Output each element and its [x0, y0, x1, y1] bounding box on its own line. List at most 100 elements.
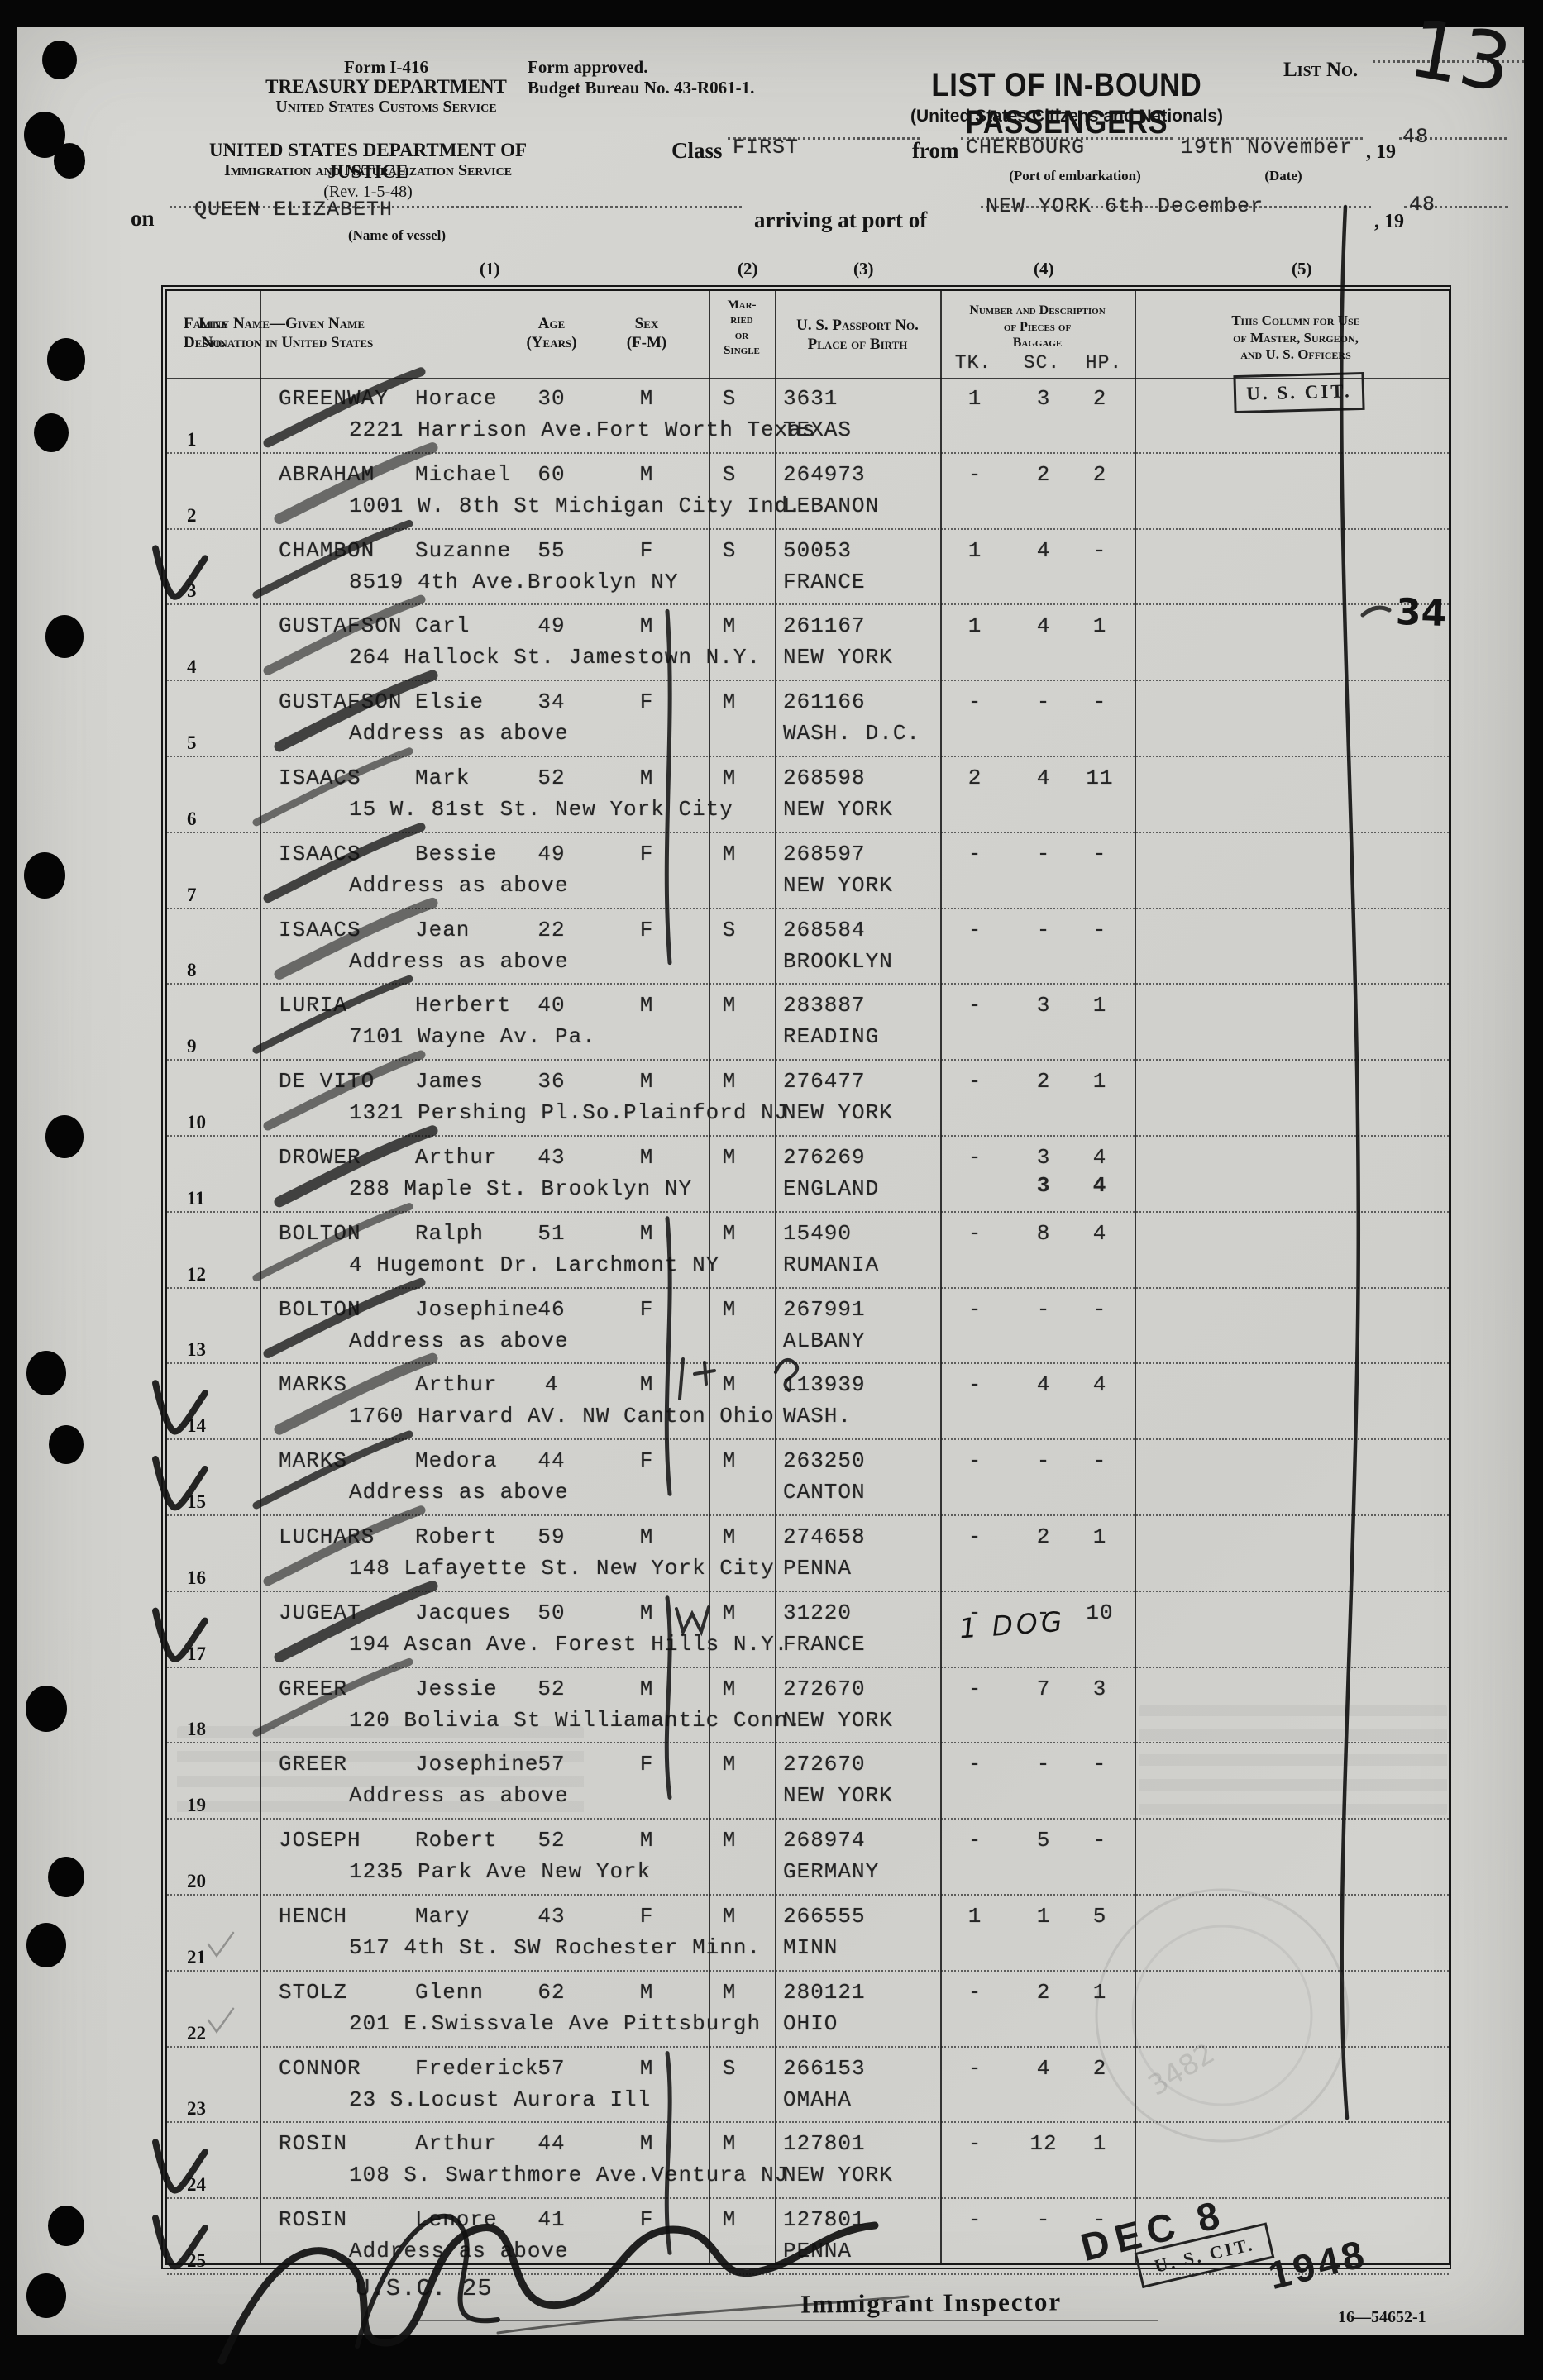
passport-no-cell: 276477 [783, 1069, 866, 1095]
header-line-no: Line No. [198, 315, 228, 352]
marital-cell: M [722, 1524, 737, 1549]
place-of-birth-cell: NEW YORK [783, 2163, 893, 2188]
given-name-cell: Robert [415, 1524, 498, 1549]
line-number: 20 [187, 1870, 206, 1891]
baggage-tk-cell: 1 [967, 537, 982, 563]
header-sex: Sex (F-M) [626, 315, 667, 352]
rule-after-baggage [1135, 291, 1136, 2263]
baggage-tk-cell: - [967, 1524, 982, 1549]
class-label: Class [671, 138, 723, 163]
rule-after-marital [775, 291, 776, 2263]
line-number: 6 [187, 808, 197, 829]
marital-cell: S [722, 386, 737, 411]
passenger-rows: GREENWAY Horace 30 M S 3631 1 3 2 2221 Harrison A… [167, 291, 1449, 2275]
sex-cell: F [639, 917, 654, 942]
place-of-birth-cell: PENNA [783, 1556, 853, 1581]
passport-no-cell: 266153 [783, 2055, 866, 2081]
sex-cell: F [639, 1752, 654, 1777]
passenger-row: LURIA Herbert 40 M M 283887 - 3 1 7101 Wayne Av. … [167, 985, 1449, 1061]
sex-cell: F [639, 1296, 654, 1322]
sex-cell: F [639, 841, 654, 866]
baggage-hp-cell: 2 [1092, 386, 1107, 411]
passport-no-cell: 50053 [783, 537, 853, 563]
sex-cell: M [639, 2131, 654, 2157]
destination-address-cell: 1760 Harvard AV. NW Canton Ohio [349, 1404, 775, 1429]
sex-cell: F [639, 689, 654, 715]
age-cell: 52 [537, 1676, 566, 1701]
sex-cell: M [639, 461, 654, 487]
col-group-2: (2) [738, 259, 758, 279]
baggage-hp-cell: 4 [1092, 1220, 1107, 1246]
line-number: 17 [187, 1643, 206, 1664]
baggage-sc-cell: 2 [1036, 461, 1051, 487]
marital-cell: M [722, 1676, 737, 1701]
place-of-birth-cell: OMAHA [783, 2087, 853, 2112]
family-name-cell: GUSTAFSON [279, 689, 403, 715]
family-name-cell: LUCHARS [279, 1524, 375, 1549]
destination-address-cell: Address as above [349, 1328, 569, 1353]
header-marital: Mar- ried or Single [724, 298, 760, 357]
baggage-tk-cell: - [967, 1220, 982, 1246]
passenger-row: CONNOR Frederick 57 M S 266153 - 4 2 23 S.Locust … [167, 2048, 1449, 2124]
passenger-table: Line No. Family Name—Given Name Destinat… [161, 285, 1451, 2275]
baggage-hp-cell: 1 [1092, 613, 1107, 639]
age-cell: 36 [537, 1069, 566, 1095]
age-cell: 59 [537, 1524, 566, 1549]
sex-cell: M [639, 766, 654, 790]
year-prefix: , 19 [1366, 141, 1396, 163]
baggage-hp-cell: - [1092, 1448, 1107, 1474]
baggage-tk-cell: 1 [967, 613, 982, 639]
family-name-cell: ROSIN [279, 2131, 348, 2157]
handwritten-34: 34 [1395, 590, 1448, 636]
baggage-hp-cell: 1 [1092, 1524, 1107, 1549]
line-number: 21 [187, 1946, 206, 1967]
baggage-hp-cell: - [1092, 841, 1107, 866]
baggage-tk-cell: - [967, 1296, 982, 1322]
age-cell: 49 [537, 613, 566, 639]
bleed-through-text-right [1139, 1705, 1447, 1815]
baggage-tk-cell: - [967, 461, 982, 487]
passport-no-cell: 267991 [783, 1296, 866, 1322]
passenger-row: BOLTON Josephine 46 F M 267991 - - - Address as a… [167, 1289, 1449, 1365]
given-name-cell: Josephine [415, 1296, 539, 1322]
inspector-label: Immigrant Inspector [800, 2287, 1063, 2319]
header-tk: TK. [954, 352, 992, 374]
age-cell: 44 [537, 1448, 566, 1474]
marital-cell: M [722, 2131, 737, 2157]
punch-hole [49, 1425, 84, 1465]
baggage-tk-cell: - [967, 1145, 982, 1170]
age-cell: 43 [537, 1904, 566, 1929]
arrival-rule [981, 206, 1371, 208]
baggage-hp-cell: 1 [1092, 2131, 1107, 2157]
passport-no-cell: 266555 [783, 1904, 866, 1929]
line-number: 10 [187, 1111, 206, 1133]
marital-cell: M [722, 993, 737, 1018]
marital-cell: S [722, 537, 737, 563]
baggage-tk-cell: - [967, 1448, 982, 1474]
line-number: 4 [187, 656, 197, 678]
marital-cell: M [722, 1979, 737, 2005]
age-cell: 44 [537, 2131, 566, 2157]
passport-no-cell: 268584 [783, 917, 866, 942]
baggage-tk-cell: - [967, 1372, 982, 1398]
sex-cell: F [639, 2207, 654, 2233]
line-number: 1 [187, 428, 197, 450]
destination-address-cell: 23 S.Locust Aurora Ill [349, 2087, 652, 2112]
marital-cell: M [722, 1752, 737, 1777]
family-name-cell: DROWER [279, 1145, 361, 1170]
baggage-hp-cell: 11 [1086, 766, 1114, 790]
punch-hole [24, 852, 65, 899]
given-name-cell: Mary [415, 1904, 471, 1929]
given-name-cell: Arthur [415, 2131, 498, 2157]
baggage-hp-cell: 1 [1092, 1069, 1107, 1095]
given-name-cell: James [415, 1069, 485, 1095]
baggage-hp-cell: 1 [1092, 1979, 1107, 2005]
sex-cell: M [639, 1828, 654, 1853]
handwritten-list-number: 13 [1402, 2, 1518, 111]
family-name-cell: LURIA [279, 993, 348, 1018]
family-name-cell: BOLTON [279, 1296, 361, 1322]
baggage-hp-cell: 4 [1092, 1145, 1107, 1170]
baggage-tk-cell: - [967, 689, 982, 715]
sex-cell: M [639, 1145, 654, 1170]
